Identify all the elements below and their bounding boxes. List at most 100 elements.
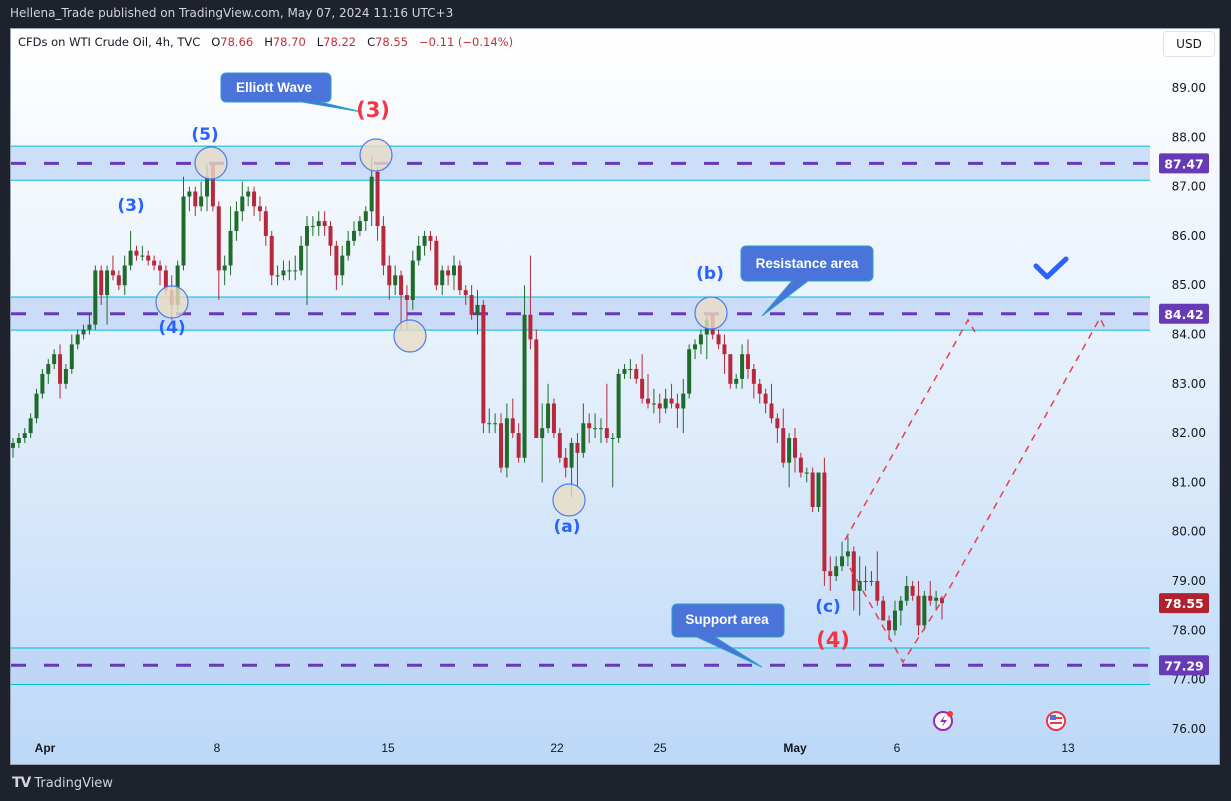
candle — [687, 344, 692, 399]
candle-body — [322, 221, 327, 227]
candle-body — [375, 171, 380, 227]
wave-label-c: (c) — [815, 597, 841, 617]
candle-body — [252, 191, 257, 207]
candle — [69, 334, 74, 374]
candle — [246, 186, 251, 207]
level-price-badge-bg — [1159, 303, 1209, 324]
candle — [346, 230, 351, 261]
candle — [840, 541, 845, 572]
candle-body — [234, 211, 239, 231]
candle — [922, 590, 927, 631]
candle-body — [105, 270, 110, 296]
candle — [851, 546, 856, 611]
candle — [357, 216, 362, 236]
candle-body — [275, 275, 280, 277]
candle-body — [828, 571, 833, 577]
price-tick-label: 78.00 — [1172, 623, 1206, 637]
candle — [869, 571, 874, 586]
candle — [134, 245, 139, 261]
candle-body — [310, 226, 315, 228]
candle — [681, 378, 686, 434]
price-tick-label: 79.00 — [1172, 574, 1206, 588]
candle — [622, 364, 627, 379]
candle-body — [646, 398, 651, 404]
projection-path-2 — [849, 316, 1107, 664]
currency-button[interactable]: USD — [1163, 31, 1215, 57]
candle — [810, 467, 815, 512]
candle-body — [205, 176, 210, 197]
candle-body — [34, 393, 39, 419]
candle-body — [40, 373, 45, 394]
candle-body — [881, 600, 886, 621]
candle — [93, 265, 98, 330]
candle — [199, 181, 204, 212]
candle-body — [504, 418, 509, 468]
candle — [587, 413, 592, 443]
zones-layer — [11, 145, 1150, 686]
wave-label-3: (3) — [117, 196, 144, 216]
candle — [469, 285, 474, 320]
earnings-event-icon[interactable] — [933, 711, 953, 731]
candle — [875, 551, 880, 606]
time-tick-label: Apr — [35, 741, 56, 755]
time-tick-label: 6 — [894, 741, 901, 755]
candle — [293, 255, 298, 281]
us-flag-event-icon[interactable] — [1046, 711, 1066, 731]
candle-body — [257, 206, 262, 212]
candle-body — [499, 423, 504, 468]
candle — [928, 581, 933, 606]
candle-body — [457, 265, 462, 291]
close-value: 78.55 — [375, 35, 409, 49]
candle-body — [440, 270, 445, 286]
candle-body — [328, 226, 333, 246]
candle — [434, 235, 439, 291]
candle-body — [75, 334, 80, 345]
candle-body — [87, 324, 92, 330]
candle — [769, 383, 774, 424]
candle-body — [745, 354, 750, 370]
time-tick-label: 15 — [381, 741, 395, 755]
candle-body — [487, 423, 492, 425]
candle-body — [157, 265, 162, 271]
candle-body — [246, 191, 251, 197]
candle-body — [822, 472, 827, 572]
last-price-badge: 78.55 — [1164, 596, 1204, 611]
candle — [628, 359, 633, 379]
candle-body — [610, 438, 615, 440]
candle — [46, 359, 51, 384]
price-tick-label: 82.00 — [1172, 426, 1206, 440]
candle — [81, 324, 86, 340]
candle-body — [69, 344, 74, 370]
candle-body — [593, 428, 598, 430]
high-label: H — [264, 35, 273, 49]
candle-body — [522, 314, 527, 458]
candle-body — [22, 433, 27, 439]
candle — [540, 403, 545, 483]
candle-body — [575, 442, 580, 453]
symbol-legend[interactable]: CFDs on WTI Crude Oil, 4h, TVC O78.66 H7… — [18, 35, 513, 49]
candle-body — [798, 457, 803, 473]
wave-label-4: (4) — [158, 318, 185, 338]
candle — [863, 566, 868, 591]
candle-body — [404, 295, 409, 300]
candle-body — [199, 196, 204, 207]
candle-body — [793, 438, 798, 458]
candle — [845, 536, 850, 567]
candle-body — [152, 260, 157, 266]
candle — [228, 206, 233, 276]
candle-body — [728, 354, 733, 384]
price-tick-label: 87.00 — [1172, 180, 1206, 194]
candle — [716, 329, 721, 350]
candle-body — [216, 206, 221, 271]
tradingview-logo[interactable]: TV TradingView — [12, 775, 113, 791]
candle-body — [451, 265, 456, 276]
candle-body — [263, 211, 268, 236]
candle-body — [781, 428, 786, 463]
price-tick-label: 89.00 — [1172, 81, 1206, 95]
callout-resistance-area: Resistance area — [756, 256, 859, 271]
candle — [593, 413, 598, 439]
candle — [193, 186, 198, 217]
candle-body — [540, 428, 545, 439]
candle-body — [640, 378, 645, 399]
